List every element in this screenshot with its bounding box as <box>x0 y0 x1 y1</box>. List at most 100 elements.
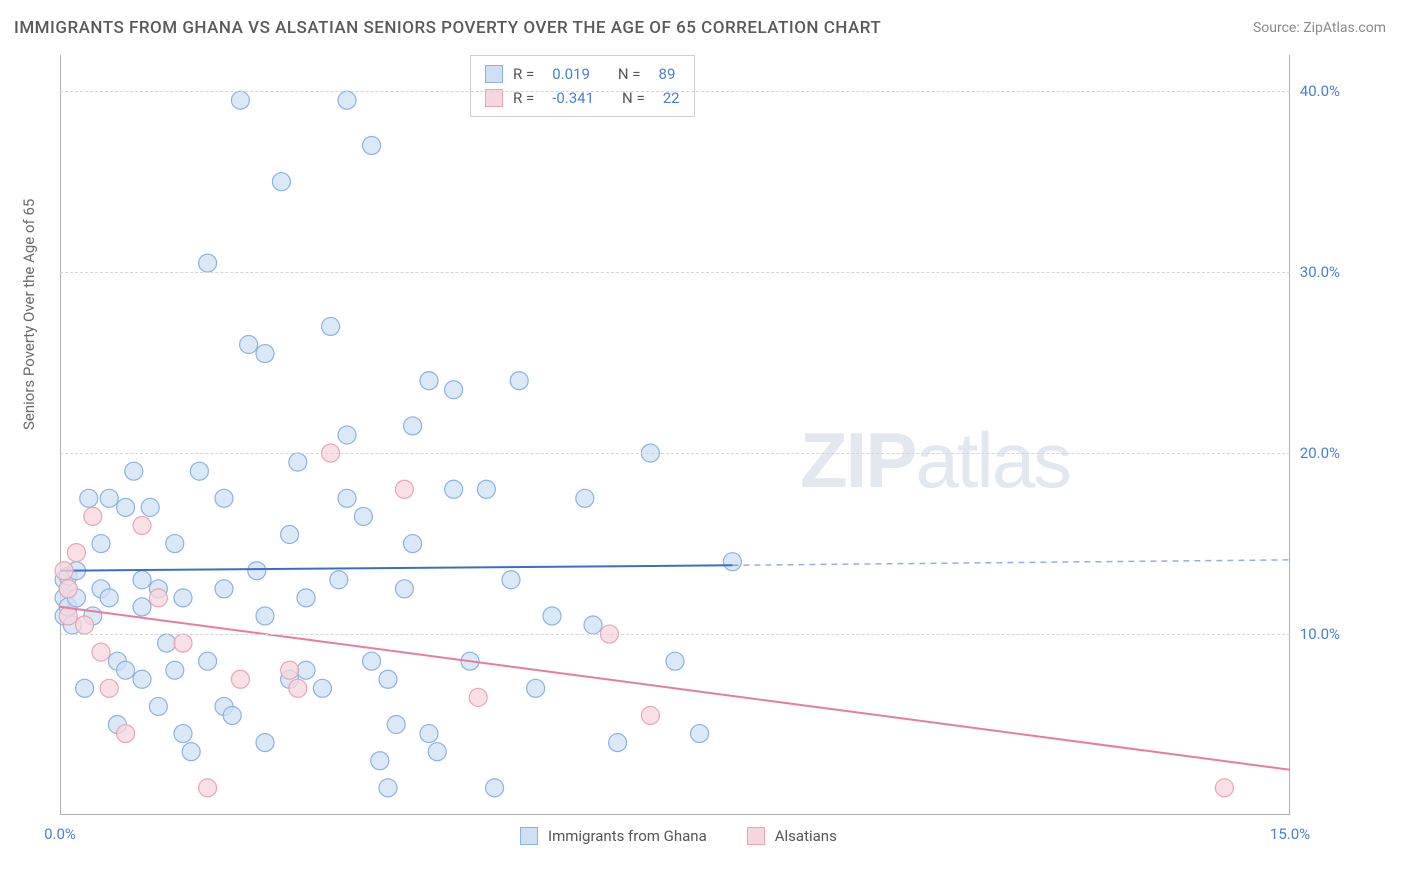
data-point <box>100 679 118 697</box>
data-point <box>117 661 135 679</box>
data-point <box>584 616 602 634</box>
data-point <box>371 752 389 770</box>
legend-row: R =-0.341N =22 <box>485 86 680 110</box>
data-point <box>420 372 438 390</box>
legend-n-value: 22 <box>663 86 680 110</box>
y-tick-label: 10.0% <box>1300 625 1340 643</box>
data-point <box>92 535 110 553</box>
data-point <box>100 489 118 507</box>
y-axis-label: Seniors Poverty Over the Age of 65 <box>20 199 38 430</box>
data-point <box>445 381 463 399</box>
data-point <box>166 661 184 679</box>
data-point <box>55 562 73 580</box>
data-point <box>215 489 233 507</box>
legend-row: R = 0.019 N = 89 <box>485 62 680 86</box>
data-point <box>543 607 561 625</box>
data-point <box>289 453 307 471</box>
data-point <box>133 571 151 589</box>
data-point <box>80 489 98 507</box>
gridline <box>60 634 1290 635</box>
data-point <box>297 661 315 679</box>
gridline <box>60 272 1290 273</box>
source-name: ZipAtlas.com <box>1303 20 1386 36</box>
data-point <box>486 779 504 797</box>
data-point <box>576 489 594 507</box>
data-point <box>691 725 709 743</box>
data-point <box>240 336 258 354</box>
data-point <box>149 589 167 607</box>
data-point <box>117 725 135 743</box>
data-point <box>190 462 208 480</box>
data-point <box>141 498 159 516</box>
data-point <box>133 670 151 688</box>
data-point <box>395 580 413 598</box>
data-point <box>379 779 397 797</box>
legend-n-label: N = <box>622 86 645 110</box>
chart-area: R =0.019N =89R =-0.341N =22 Immigrants f… <box>60 55 1340 815</box>
trend-line-extension <box>732 560 1290 565</box>
legend-r-value: -0.341 <box>552 86 594 110</box>
data-point <box>527 679 545 697</box>
legend-r-value: 0.019 <box>552 62 590 86</box>
data-point <box>133 516 151 534</box>
chart-title: IMMIGRANTS FROM GHANA VS ALSATIAN SENIOR… <box>14 18 881 38</box>
data-point <box>330 571 348 589</box>
data-point <box>256 607 274 625</box>
trend-line <box>60 565 732 570</box>
data-point <box>199 652 217 670</box>
data-point <box>666 652 684 670</box>
legend-swatch <box>520 827 538 845</box>
series-legend: Immigrants from Ghana Alsatians <box>520 827 837 845</box>
data-point <box>100 589 118 607</box>
data-point <box>84 507 102 525</box>
data-point <box>641 706 659 724</box>
data-point <box>59 580 77 598</box>
gridline <box>60 453 1290 454</box>
y-tick-label: 20.0% <box>1300 444 1340 462</box>
x-tick-label: 0.0% <box>44 825 76 843</box>
y-tick-label: 40.0% <box>1300 82 1340 100</box>
gridline <box>60 91 1290 92</box>
data-point <box>297 589 315 607</box>
data-point <box>215 580 233 598</box>
data-point <box>256 345 274 363</box>
data-point <box>117 498 135 516</box>
data-point <box>354 507 372 525</box>
data-point <box>363 136 381 154</box>
data-point <box>272 173 290 191</box>
y-tick-label: 30.0% <box>1300 263 1340 281</box>
data-point <box>231 91 249 109</box>
data-point <box>248 562 266 580</box>
data-point <box>133 598 151 616</box>
data-point <box>182 743 200 761</box>
data-point <box>1215 779 1233 797</box>
data-point <box>395 480 413 498</box>
data-point <box>281 526 299 544</box>
data-point <box>338 489 356 507</box>
source-label: Source: <box>1253 20 1303 36</box>
legend-r-label: R = <box>513 62 534 86</box>
data-point <box>477 480 495 498</box>
data-point <box>445 480 463 498</box>
legend-n-value: 89 <box>659 62 676 86</box>
data-point <box>76 616 94 634</box>
data-point <box>313 679 331 697</box>
data-point <box>256 734 274 752</box>
data-point <box>231 670 249 688</box>
data-point <box>338 426 356 444</box>
bottom-legend-item: Alsatians <box>747 827 837 845</box>
source-attribution: Source: ZipAtlas.com <box>1253 20 1386 36</box>
data-point <box>469 688 487 706</box>
data-point <box>166 535 184 553</box>
data-point <box>510 372 528 390</box>
data-point <box>92 643 110 661</box>
data-point <box>76 679 94 697</box>
data-point <box>363 652 381 670</box>
trend-line <box>60 607 1290 770</box>
data-point <box>387 716 405 734</box>
bottom-legend-label: Immigrants from Ghana <box>548 827 707 845</box>
data-point <box>149 697 167 715</box>
legend-n-label: N = <box>618 62 641 86</box>
data-point <box>281 661 299 679</box>
data-point <box>609 734 627 752</box>
